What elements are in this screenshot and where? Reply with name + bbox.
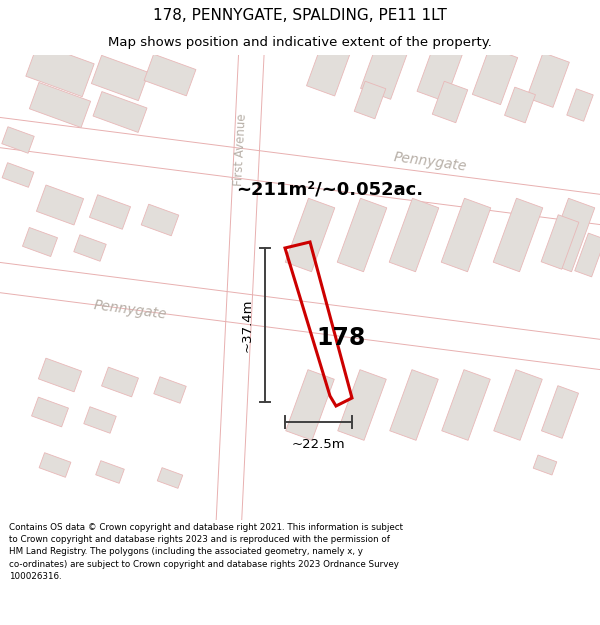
Text: ~22.5m: ~22.5m <box>292 438 346 451</box>
Polygon shape <box>494 369 542 441</box>
Polygon shape <box>545 198 595 272</box>
Polygon shape <box>0 115 600 227</box>
Polygon shape <box>361 37 409 99</box>
Polygon shape <box>505 87 535 123</box>
Polygon shape <box>22 228 58 256</box>
Polygon shape <box>101 367 139 397</box>
Text: 178: 178 <box>316 326 365 350</box>
Polygon shape <box>2 162 34 188</box>
Polygon shape <box>29 82 91 127</box>
Polygon shape <box>389 198 439 272</box>
Polygon shape <box>575 233 600 277</box>
Polygon shape <box>39 452 71 478</box>
Polygon shape <box>89 195 131 229</box>
Text: Map shows position and indicative extent of the property.: Map shows position and indicative extent… <box>108 36 492 49</box>
Polygon shape <box>432 81 468 122</box>
Text: First Avenue: First Avenue <box>232 114 248 186</box>
Polygon shape <box>337 198 387 272</box>
Polygon shape <box>354 81 386 119</box>
Polygon shape <box>95 461 124 483</box>
Text: Pennygate: Pennygate <box>392 150 467 174</box>
Polygon shape <box>37 185 83 225</box>
Polygon shape <box>541 386 578 438</box>
Polygon shape <box>442 369 490 441</box>
Polygon shape <box>141 204 179 236</box>
Polygon shape <box>74 235 106 261</box>
Polygon shape <box>286 369 334 441</box>
Text: 178, PENNYGATE, SPALDING, PE11 1LT: 178, PENNYGATE, SPALDING, PE11 1LT <box>153 8 447 23</box>
Polygon shape <box>26 43 94 97</box>
Polygon shape <box>285 198 335 272</box>
Text: Pennygate: Pennygate <box>92 298 167 322</box>
Polygon shape <box>84 407 116 433</box>
Text: Contains OS data © Crown copyright and database right 2021. This information is : Contains OS data © Crown copyright and d… <box>9 523 403 581</box>
Polygon shape <box>527 52 569 107</box>
Polygon shape <box>32 397 68 427</box>
Polygon shape <box>441 198 491 272</box>
Polygon shape <box>0 260 600 372</box>
Polygon shape <box>154 377 186 403</box>
Text: ~211m²/~0.052ac.: ~211m²/~0.052ac. <box>236 181 424 199</box>
Polygon shape <box>417 42 463 101</box>
Polygon shape <box>93 92 147 132</box>
Polygon shape <box>390 369 438 441</box>
Polygon shape <box>91 56 149 101</box>
Polygon shape <box>533 455 557 475</box>
Polygon shape <box>493 198 543 272</box>
Polygon shape <box>472 48 518 104</box>
Polygon shape <box>567 89 593 121</box>
Polygon shape <box>144 54 196 96</box>
Polygon shape <box>215 39 265 541</box>
Polygon shape <box>307 34 353 96</box>
Polygon shape <box>38 358 82 392</box>
Text: ~37.4m: ~37.4m <box>241 298 254 352</box>
Polygon shape <box>2 127 34 153</box>
Polygon shape <box>157 468 183 488</box>
Polygon shape <box>541 215 579 269</box>
Polygon shape <box>338 369 386 441</box>
